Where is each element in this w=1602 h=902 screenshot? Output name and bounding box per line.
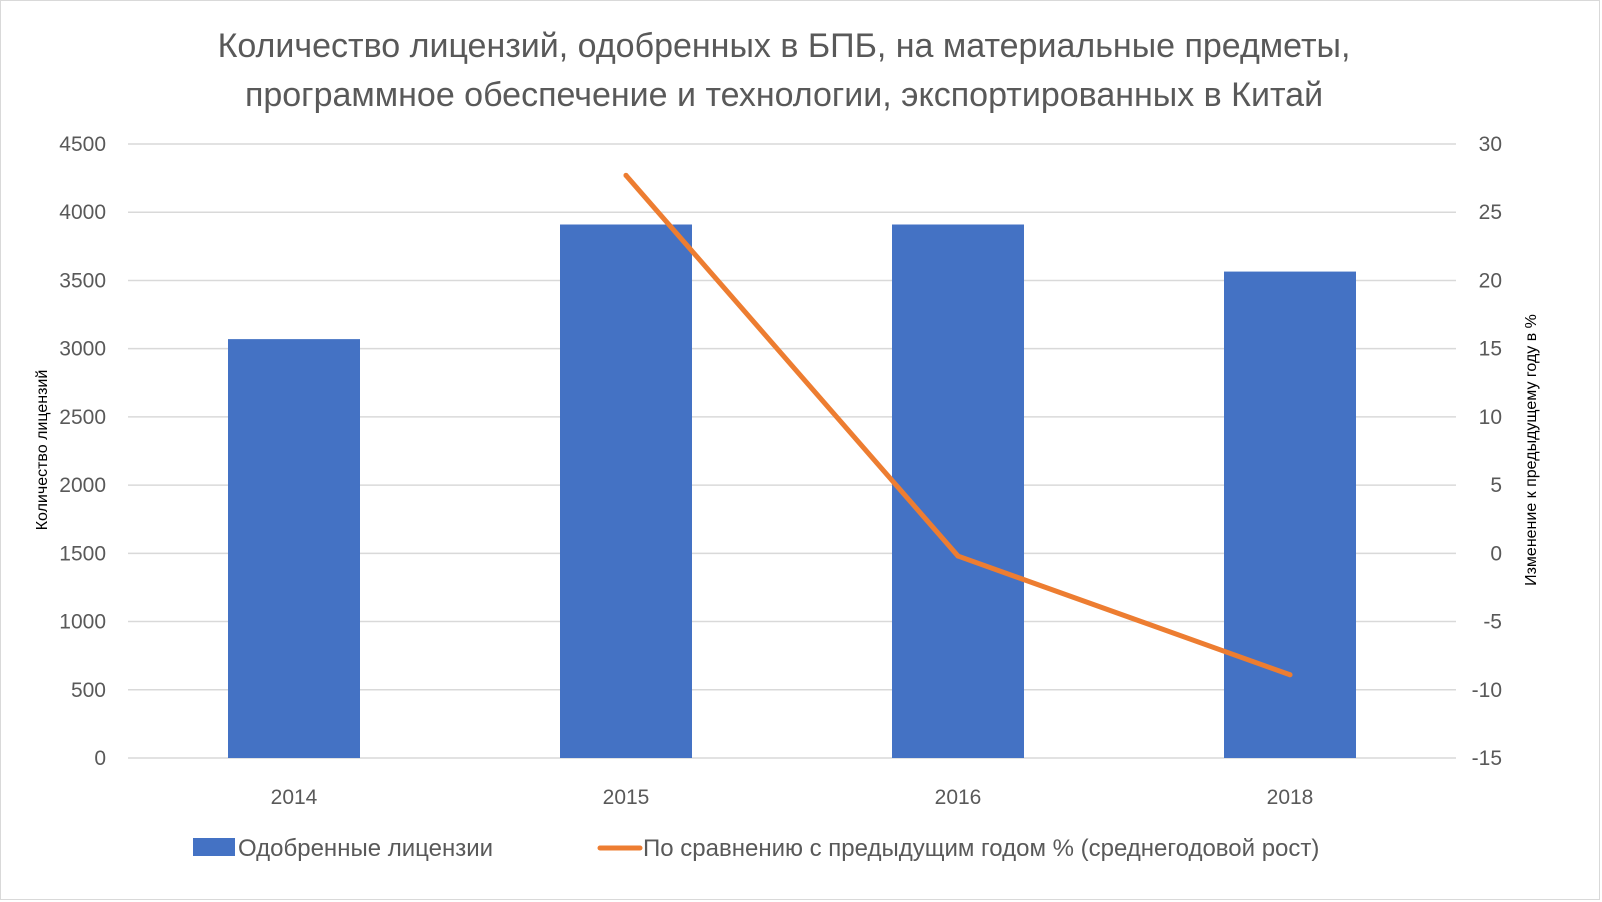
line-point <box>623 172 629 178</box>
legend-label-bars: Одобренные лицензии <box>238 835 493 862</box>
left-tick-label: 4500 <box>59 133 106 156</box>
bar-series <box>228 224 1356 759</box>
chart-title: Количество лицензий, одобренных в БПБ, н… <box>218 27 1351 114</box>
left-tick-label: 4000 <box>59 201 106 224</box>
x-tick-label: 2014 <box>271 786 318 809</box>
legend: Одобренные лицензии По сравнению с преды… <box>193 835 1319 862</box>
bar-2015 <box>560 224 692 759</box>
legend-swatch-bars <box>193 838 235 856</box>
left-axis-label: Количество лицензий <box>34 370 51 531</box>
left-tick-label: 1000 <box>59 611 106 634</box>
right-tick-label: -10 <box>1472 679 1502 702</box>
right-tick-label: 5 <box>1490 474 1502 497</box>
x-tick-label: 2015 <box>603 786 650 809</box>
bar-2018 <box>1224 271 1356 758</box>
line-point <box>1287 672 1293 678</box>
bar-2016 <box>892 224 1024 759</box>
x-tick-label: 2018 <box>1267 786 1314 809</box>
chart-title-line-1: Количество лицензий, одобренных в БПБ, н… <box>218 27 1351 65</box>
left-tick-label: 2000 <box>59 474 106 497</box>
x-tick-label: 2016 <box>935 786 982 809</box>
right-tick-label: 10 <box>1479 406 1502 429</box>
line-series <box>623 172 1293 678</box>
chart-title-line-2: программное обеспечение и технологии, эк… <box>245 76 1323 114</box>
left-tick-label: 500 <box>71 679 106 702</box>
right-tick-label: 30 <box>1479 133 1502 156</box>
right-tick-label: 15 <box>1479 338 1502 361</box>
line-point <box>955 553 961 559</box>
left-axis-ticks: 0 500 1000 1500 2000 2500 3000 3500 4000 4500 <box>59 133 106 770</box>
left-tick-label: 2500 <box>59 406 106 429</box>
bar-2014 <box>228 339 360 758</box>
right-tick-label: -15 <box>1472 747 1502 770</box>
right-tick-label: 0 <box>1490 542 1502 565</box>
left-tick-label: 1500 <box>59 542 106 565</box>
left-tick-label: 0 <box>94 747 106 770</box>
legend-label-line: По сравнению с предыдущим годом % (средн… <box>643 835 1319 862</box>
right-tick-label: 25 <box>1479 201 1502 224</box>
left-tick-label: 3000 <box>59 338 106 361</box>
right-axis-ticks: -15 -10 -5 0 5 10 15 20 25 30 <box>1472 133 1502 770</box>
x-axis-ticks: 2014 2015 2016 2018 <box>271 786 1314 809</box>
left-tick-label: 3500 <box>59 269 106 292</box>
right-axis-label: Изменение к предыдущему году в % <box>1523 314 1540 586</box>
right-tick-label: -5 <box>1483 611 1502 634</box>
right-tick-label: 20 <box>1479 269 1502 292</box>
